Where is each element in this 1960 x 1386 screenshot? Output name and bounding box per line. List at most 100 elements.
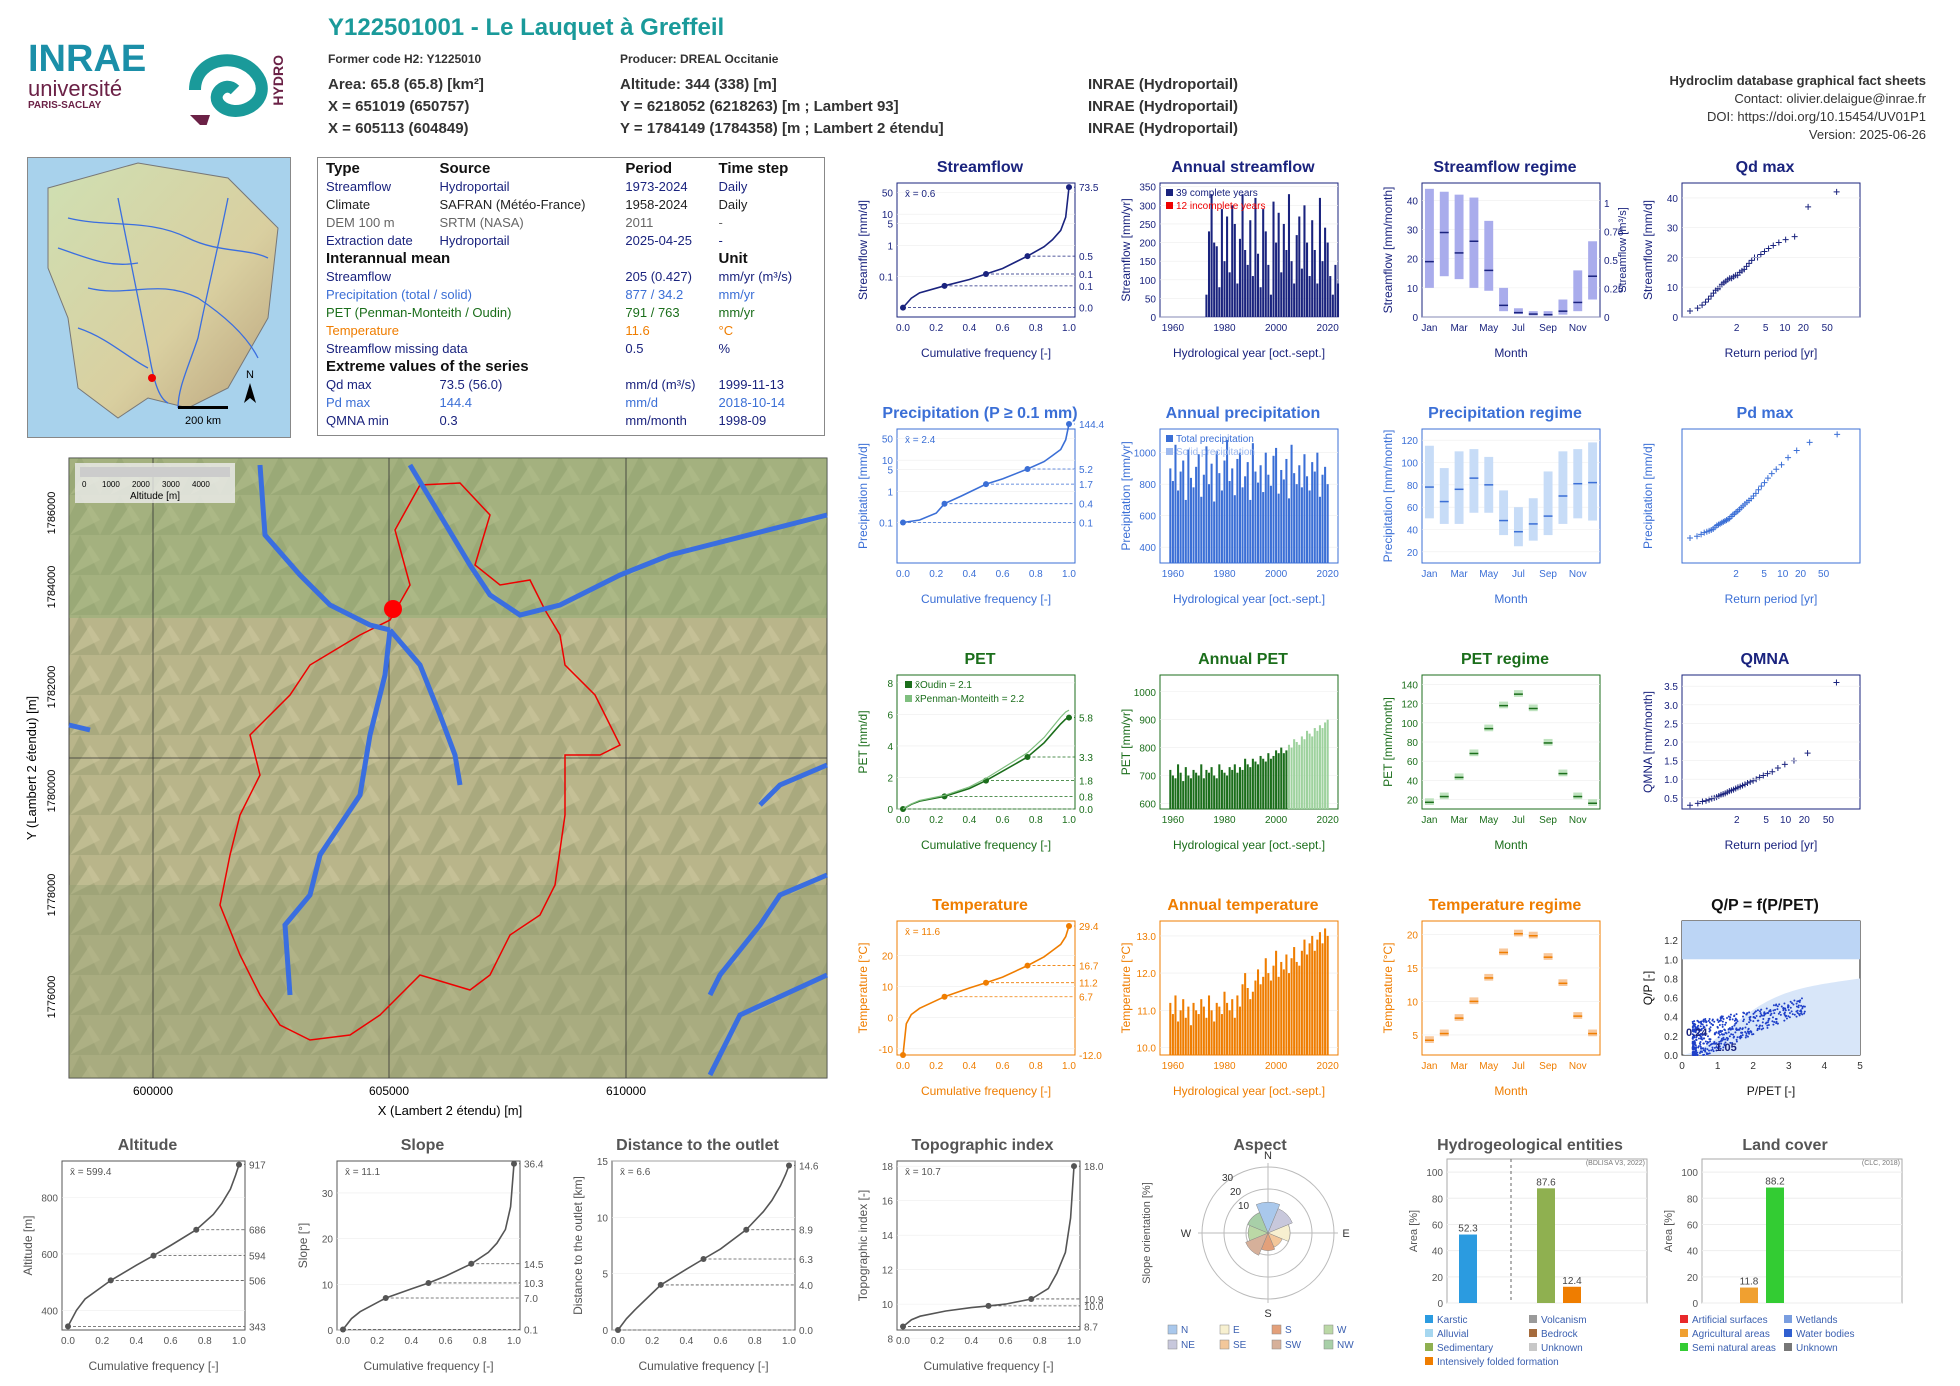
data-point xyxy=(1756,1009,1759,1012)
x-axis-label: Cumulative frequency [-] xyxy=(921,838,1051,852)
data-point xyxy=(1774,1004,1777,1007)
chart-title: Precipitation regime xyxy=(1428,405,1582,422)
data-point xyxy=(1729,1016,1732,1019)
bar xyxy=(1277,753,1280,809)
right-value-label: 0.0 xyxy=(1079,805,1093,816)
data-point xyxy=(1767,1023,1770,1026)
x-tick: 0.6 xyxy=(996,815,1010,826)
bar xyxy=(1207,231,1211,317)
right-value-label: 18.0 xyxy=(1084,1162,1104,1173)
data-point xyxy=(1692,1041,1695,1044)
data-point xyxy=(1785,454,1792,461)
chart-title: Temperature regime xyxy=(1429,897,1582,914)
aspect-sector xyxy=(1255,1201,1281,1234)
data-point xyxy=(1744,1031,1747,1034)
bar xyxy=(1285,954,1288,1055)
legend-label: 12 incomplete years xyxy=(1176,201,1266,212)
y-tick: 1 xyxy=(887,241,893,252)
legend-swatch xyxy=(1167,1339,1178,1350)
regime-box xyxy=(1484,220,1494,291)
bar xyxy=(1244,250,1247,317)
cell: Hydroportail xyxy=(439,179,510,194)
data-point xyxy=(1691,1020,1694,1023)
y-tick: 20 xyxy=(1407,795,1419,806)
x-tick: 1.0 xyxy=(232,1336,246,1347)
y-tick: 900 xyxy=(1139,716,1156,727)
y-tick: 1.2 xyxy=(1664,936,1678,947)
bar xyxy=(1282,969,1285,1055)
data-point xyxy=(1700,1036,1703,1039)
data-point xyxy=(1719,1047,1722,1050)
right-value-label: 686 xyxy=(249,1226,266,1237)
data-point xyxy=(1713,1041,1716,1044)
data-point xyxy=(1704,1018,1707,1021)
data-point xyxy=(1700,1047,1703,1050)
bar xyxy=(1303,739,1306,809)
x-tick: 0.6 xyxy=(999,1336,1013,1347)
data-point xyxy=(1731,1041,1734,1044)
y-tick: 15 xyxy=(1407,964,1419,975)
y-tick: 10 xyxy=(882,1300,894,1311)
bar xyxy=(1195,1010,1198,1055)
data-point xyxy=(1755,1015,1758,1018)
cdf-line xyxy=(67,1164,240,1327)
data-point xyxy=(1709,1038,1712,1041)
bar xyxy=(1740,1287,1758,1303)
data-point xyxy=(1707,1019,1710,1022)
y-tick: 200 xyxy=(1139,239,1156,250)
y-tick: 40 xyxy=(1407,776,1419,787)
chart-title: Streamflow regime xyxy=(1433,159,1576,176)
bar xyxy=(1262,976,1265,1055)
aspect-sector xyxy=(1247,1212,1269,1234)
bar xyxy=(1215,451,1218,563)
bar xyxy=(1313,728,1316,809)
y-tick: 0.0 xyxy=(1664,1051,1678,1062)
map-ylabel: Y (Lambert 2 étendu) [m] xyxy=(24,696,39,840)
budyko-zone xyxy=(1682,978,1860,1055)
bar xyxy=(1205,1017,1208,1055)
bar xyxy=(1171,481,1174,563)
data-point xyxy=(1694,305,1701,312)
data-point xyxy=(1767,1019,1770,1022)
data-point xyxy=(1709,1029,1712,1032)
x-axis-label: Hydrological year [oct.-sept.] xyxy=(1173,592,1325,606)
data-point xyxy=(1776,1005,1779,1008)
data-point xyxy=(1801,1007,1804,1010)
y-tick: 10 xyxy=(1667,283,1679,294)
data-point xyxy=(1834,431,1841,438)
bar xyxy=(1231,468,1234,563)
bar xyxy=(1233,1017,1236,1055)
bar xyxy=(1197,454,1200,563)
y-tick: 80 xyxy=(1432,1194,1444,1205)
data-point xyxy=(1697,1045,1700,1048)
data-point xyxy=(1694,1029,1697,1032)
x-tick: 4 xyxy=(1822,1061,1828,1072)
x-axis-label: Cumulative frequency [-] xyxy=(923,1359,1053,1373)
y-tick: 8 xyxy=(887,679,893,690)
bar xyxy=(1275,447,1278,563)
cell: DEM 100 m xyxy=(326,215,395,230)
bar xyxy=(1269,980,1272,1055)
right-value-label: 7.0 xyxy=(524,1294,538,1305)
bar xyxy=(1231,205,1234,317)
legend-swatch xyxy=(905,681,912,688)
right-value-label: -12.0 xyxy=(1079,1051,1102,1062)
y-tick: 12.0 xyxy=(1137,969,1157,980)
doi-link[interactable]: DOI: https://doi.org/10.15454/UV01P1 xyxy=(1707,109,1926,124)
cell: Qd max xyxy=(326,377,372,392)
data-point xyxy=(1800,1012,1803,1015)
y-tick: 10 xyxy=(1407,997,1419,1008)
source-label: (CLC, 2018) xyxy=(1862,1160,1900,1167)
x-tick: 0.4 xyxy=(679,1336,693,1347)
data-point xyxy=(1761,1021,1764,1024)
x-tick: 0.8 xyxy=(1029,815,1043,826)
right-value-label: 73.5 xyxy=(1079,183,1099,194)
ring-label: 20 xyxy=(1230,1187,1242,1198)
y-tick: 14 xyxy=(882,1231,894,1242)
data-point xyxy=(1796,1000,1799,1003)
y-tick: 0 xyxy=(1150,313,1156,324)
data-point xyxy=(1708,1044,1711,1047)
x-tick: Mar xyxy=(1450,815,1468,826)
bar xyxy=(1220,209,1223,317)
data-point xyxy=(1785,1017,1788,1020)
